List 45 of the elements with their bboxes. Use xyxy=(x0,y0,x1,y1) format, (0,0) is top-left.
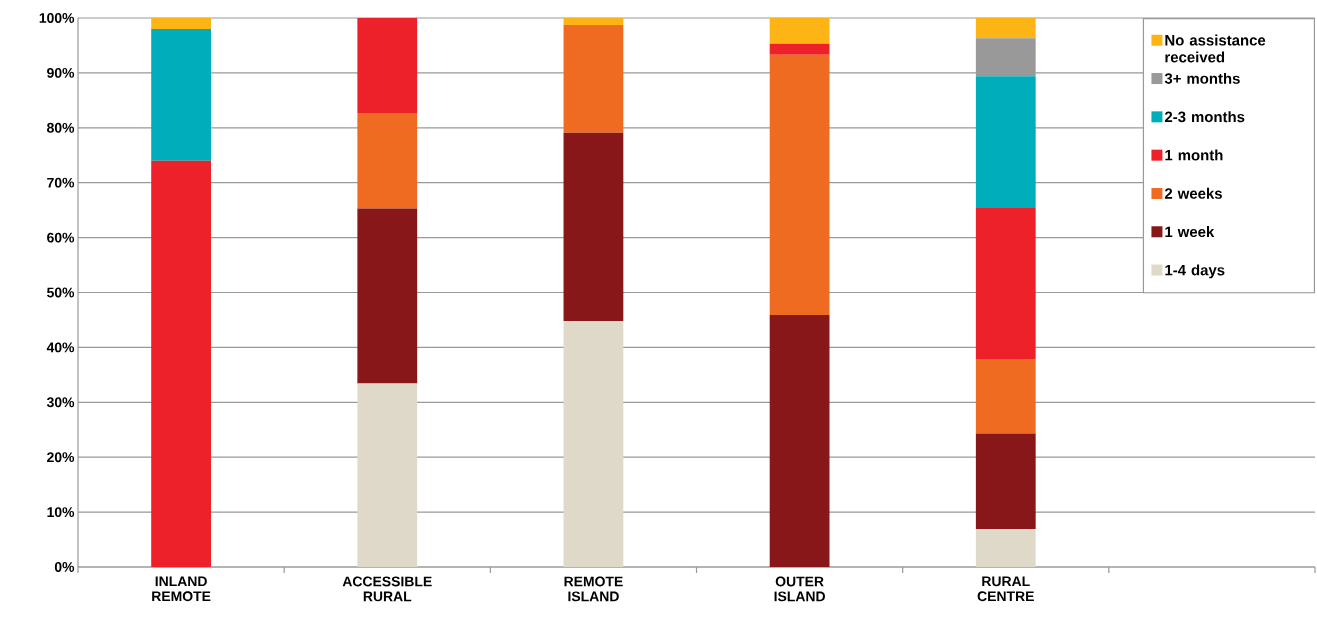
bar xyxy=(357,208,418,384)
y-tick-label: 10% xyxy=(47,507,75,518)
bar xyxy=(975,358,1036,434)
x-tick-label: OUTER ISLAND xyxy=(774,576,825,602)
x-tick-label: REMOTE ISLAND xyxy=(564,576,623,602)
y-tick-label: 0% xyxy=(54,562,75,572)
bar xyxy=(975,207,1036,359)
bar xyxy=(563,132,624,322)
bar xyxy=(769,43,830,55)
x-tick-label: RURAL CENTRE xyxy=(977,576,1034,602)
legend-label: 1 month xyxy=(1165,149,1223,161)
bar xyxy=(563,25,624,133)
legend-label: 3+ months xyxy=(1164,72,1240,84)
bar xyxy=(975,76,1036,208)
bar xyxy=(357,383,418,567)
x-tick-label: ACCESSIBLE RURAL xyxy=(342,576,432,602)
y-tick-label: 40% xyxy=(46,342,75,353)
bar xyxy=(975,17,1036,39)
bar xyxy=(151,17,211,29)
bar xyxy=(151,160,211,567)
bar xyxy=(357,17,418,113)
bar xyxy=(563,17,624,26)
y-tick-label: 60% xyxy=(47,232,75,243)
bar xyxy=(151,28,211,161)
bar xyxy=(975,433,1036,530)
legend-label: 1 week xyxy=(1165,226,1215,238)
y-tick-label: 80% xyxy=(47,122,75,133)
legend-label: No assistance received xyxy=(1165,34,1266,63)
bar xyxy=(975,529,1036,567)
legend-label: 2 weeks xyxy=(1164,187,1222,199)
y-tick-label: 70% xyxy=(47,177,75,188)
y-tick-label: 30% xyxy=(46,397,75,408)
x-tick-label: INLAND REMOTE xyxy=(152,576,211,602)
legend-label: 1-4 days xyxy=(1165,264,1225,279)
bar xyxy=(769,54,830,315)
y-tick-label: 20% xyxy=(47,452,75,463)
bar xyxy=(975,38,1036,77)
y-tick-label: 50% xyxy=(47,287,75,298)
bar xyxy=(769,17,830,44)
bar xyxy=(769,314,830,567)
y-tick-label: 100% xyxy=(39,13,75,23)
y-tick-label: 90% xyxy=(47,67,75,78)
bar xyxy=(357,112,418,209)
bar xyxy=(563,321,624,567)
legend-label: 2-3 months xyxy=(1164,111,1245,123)
